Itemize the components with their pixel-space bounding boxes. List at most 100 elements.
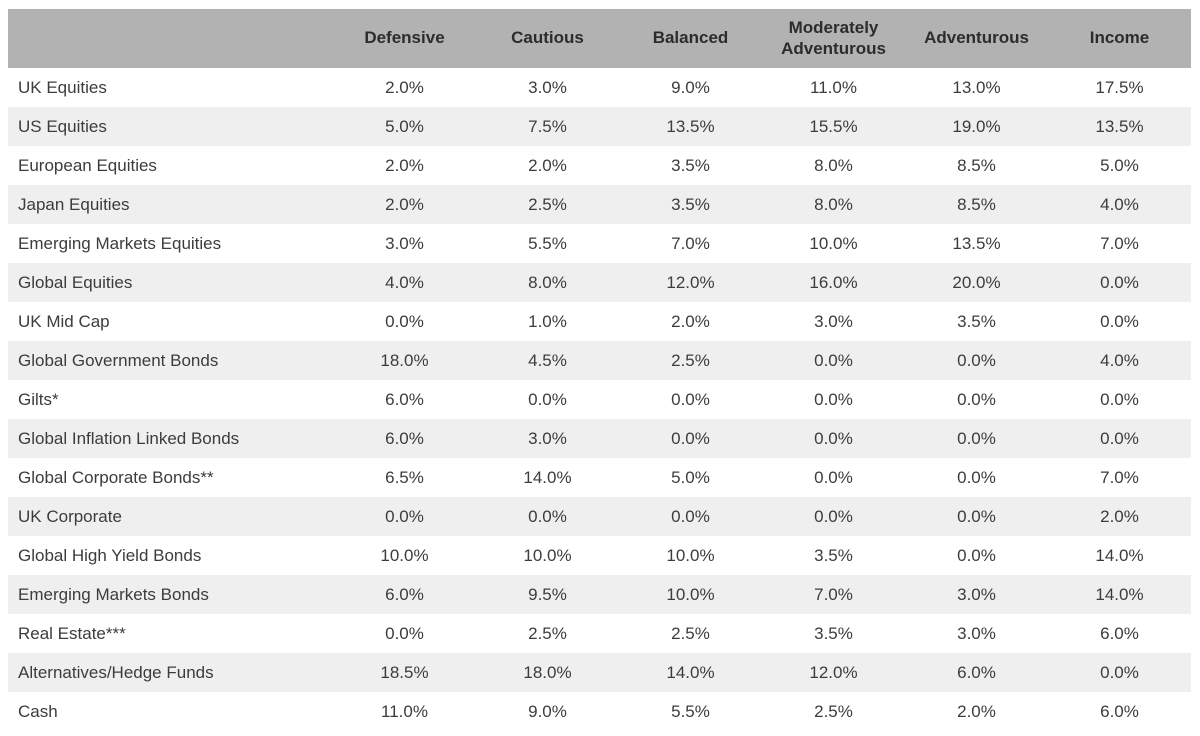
header-cell-balanced: Balanced [619, 9, 762, 68]
value-cell: 14.0% [666, 662, 715, 682]
row-label: US Equities [18, 116, 107, 136]
row-label: Gilts* [18, 389, 59, 409]
value-cell: 11.0% [810, 77, 857, 97]
value-cell: 7.0% [814, 584, 853, 604]
table-row: Global Government Bonds 18.0% 4.5% 2.5% 0.0%… [8, 341, 1191, 380]
value-cell: 0.0% [957, 389, 996, 409]
value-cell: 0.0% [385, 311, 424, 331]
header-empty-cell [8, 9, 333, 68]
value-cell: 3.5% [671, 194, 710, 214]
value-cell: 18.5% [380, 662, 429, 682]
value-cell: 0.0% [814, 506, 853, 526]
row-label: Global Equities [18, 272, 133, 292]
table-row: Global Equities 4.0% 8.0% 12.0% 16.0% 20.0% 0.… [8, 263, 1191, 302]
value-cell: 0.0% [814, 467, 853, 487]
value-cell: 6.0% [385, 389, 424, 409]
table-row: Global Inflation Linked Bonds 6.0% 3.0% 0.0… [8, 419, 1191, 458]
header-cell-income: Income [1048, 9, 1191, 68]
row-label: Global Inflation Linked Bonds [18, 428, 240, 448]
value-cell: 3.5% [814, 623, 853, 643]
value-cell: 0.0% [385, 506, 424, 526]
value-cell: 8.0% [528, 272, 567, 292]
value-cell: 10.0% [523, 545, 572, 565]
value-cell: 0.0% [1100, 662, 1139, 682]
value-cell: 7.0% [1100, 233, 1139, 253]
table-row: UK Corporate 0.0% 0.0% 0.0% 0.0% 0.0% 2.0% [8, 497, 1191, 536]
value-cell: 13.5% [666, 116, 715, 136]
header-cell-defensive: Defensive [333, 9, 476, 68]
row-label: UK Corporate [18, 506, 122, 526]
asset-allocation-table: Defensive Cautious Balanced Moderately Adve… [8, 9, 1191, 731]
value-cell: 3.0% [814, 311, 853, 331]
value-cell: 2.0% [385, 194, 424, 214]
row-label: Cash [18, 701, 58, 721]
value-cell: 5.5% [671, 701, 710, 721]
value-cell: 0.0% [957, 428, 996, 448]
value-cell: 0.0% [528, 506, 567, 526]
value-cell: 5.0% [385, 116, 424, 136]
value-cell: 12.0% [666, 272, 715, 292]
value-cell: 5.0% [1100, 155, 1139, 175]
value-cell: 2.5% [528, 194, 567, 214]
value-cell: 0.0% [814, 389, 853, 409]
value-cell: 5.5% [528, 233, 567, 253]
header-cell-cautious: Cautious [476, 9, 619, 68]
table-row: Cash 11.0% 9.0% 5.5% 2.5% 2.0% 6.0% [8, 692, 1191, 731]
value-cell: 12.0% [809, 662, 858, 682]
value-cell: 0.0% [814, 350, 853, 370]
value-cell: 0.0% [528, 389, 567, 409]
header-cell-adventurous: Adventurous [905, 9, 1048, 68]
row-label: Alternatives/Hedge Funds [18, 662, 214, 682]
value-cell: 6.0% [1100, 701, 1139, 721]
value-cell: 9.0% [528, 701, 567, 721]
value-cell: 17.5% [1095, 77, 1144, 97]
value-cell: 13.5% [952, 233, 1001, 253]
value-cell: 1.0% [528, 311, 567, 331]
table-row: European Equities 2.0% 2.0% 3.5% 8.0% 8.5% 5.0… [8, 146, 1191, 185]
value-cell: 5.0% [671, 467, 710, 487]
value-cell: 0.0% [957, 350, 996, 370]
value-cell: 19.0% [952, 116, 1001, 136]
table-row: Emerging Markets Bonds 6.0% 9.5% 10.0% 7.0% 3… [8, 575, 1191, 614]
value-cell: 14.0% [1095, 545, 1144, 565]
value-cell: 13.0% [952, 77, 1001, 97]
value-cell: 9.0% [671, 77, 710, 97]
table-header-row: Defensive Cautious Balanced Moderately Adve… [8, 9, 1191, 68]
value-cell: 18.0% [523, 662, 572, 682]
value-cell: 0.0% [814, 428, 853, 448]
value-cell: 6.0% [385, 428, 424, 448]
value-cell: 9.5% [528, 584, 567, 604]
value-cell: 10.0% [666, 584, 715, 604]
row-label: UK Mid Cap [18, 311, 110, 331]
value-cell: 2.0% [957, 701, 996, 721]
table-row: Japan Equities 2.0% 2.5% 3.5% 8.0% 8.5% 4.0% [8, 185, 1191, 224]
value-cell: 10.0% [666, 545, 715, 565]
table-row: Real Estate*** 0.0% 2.5% 2.5% 3.5% 3.0% 6.0% [8, 614, 1191, 653]
value-cell: 0.0% [671, 506, 710, 526]
value-cell: 6.5% [385, 467, 424, 487]
value-cell: 2.5% [671, 623, 710, 643]
value-cell: 14.0% [1095, 584, 1144, 604]
value-cell: 20.0% [952, 272, 1001, 292]
value-cell: 2.0% [528, 155, 567, 175]
header-cell-moderately-adventurous: Moderately Adventurous [762, 9, 905, 68]
value-cell: 2.0% [671, 311, 710, 331]
value-cell: 3.5% [671, 155, 710, 175]
value-cell: 2.5% [671, 350, 710, 370]
value-cell: 14.0% [523, 467, 572, 487]
value-cell: 3.0% [957, 584, 996, 604]
value-cell: 3.0% [385, 233, 424, 253]
table-row: Global High Yield Bonds 10.0% 10.0% 10.0% 3.… [8, 536, 1191, 575]
value-cell: 10.0% [380, 545, 429, 565]
value-cell: 4.0% [385, 272, 424, 292]
value-cell: 0.0% [957, 506, 996, 526]
value-cell: 2.5% [528, 623, 567, 643]
row-label: Emerging Markets Equities [18, 233, 222, 253]
value-cell: 4.0% [1100, 194, 1139, 214]
row-label: UK Equities [18, 77, 107, 97]
row-label: Real Estate*** [18, 623, 126, 643]
value-cell: 2.0% [1100, 506, 1139, 526]
value-cell: 2.5% [814, 701, 853, 721]
value-cell: 4.0% [1100, 350, 1139, 370]
